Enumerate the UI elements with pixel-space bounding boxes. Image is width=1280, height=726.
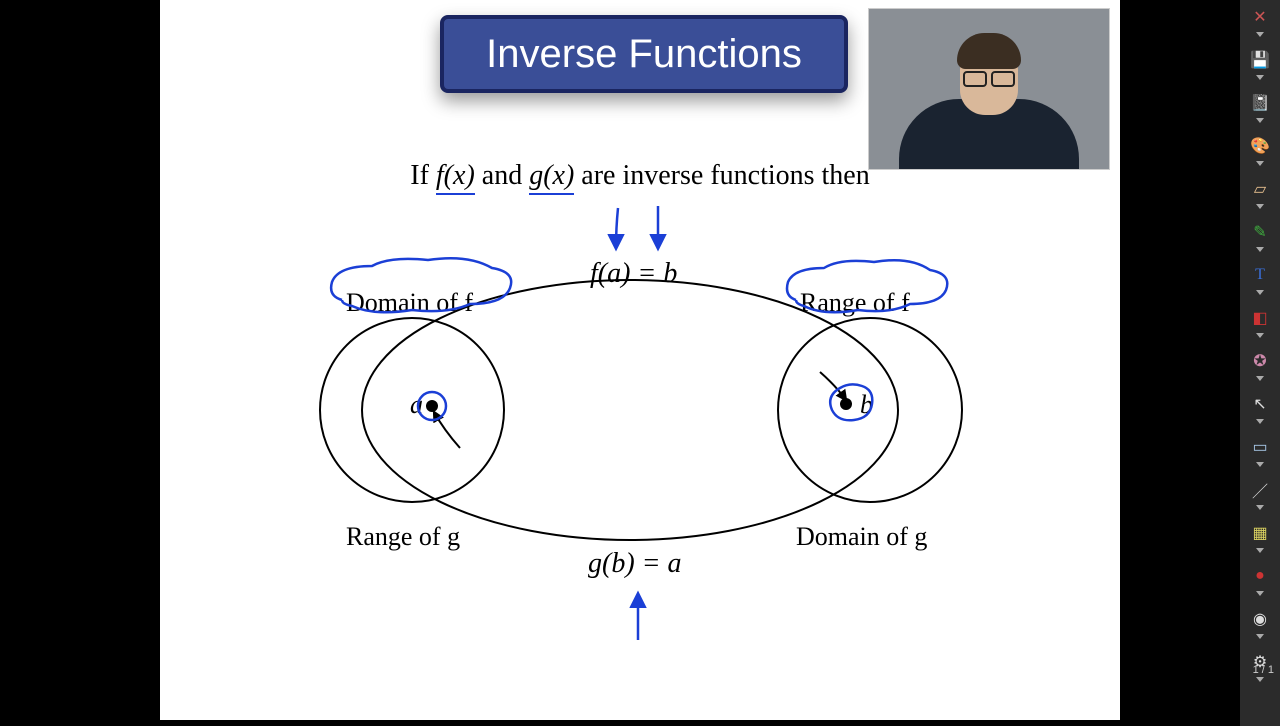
chevron-down-icon[interactable]: [1256, 333, 1264, 338]
eraser-icon[interactable]: ▱: [1249, 178, 1271, 200]
chevron-down-icon[interactable]: [1256, 548, 1264, 553]
text: If: [410, 160, 436, 191]
save-icon[interactable]: 💾: [1249, 49, 1271, 71]
point-b-label: b: [860, 390, 873, 420]
label-range-g: Range of g: [346, 522, 460, 552]
chevron-down-icon[interactable]: [1256, 419, 1264, 424]
equation-bottom: g(b) = a: [588, 548, 682, 580]
chevron-down-icon[interactable]: [1256, 32, 1264, 37]
close-icon[interactable]: ✕: [1249, 6, 1271, 28]
label-range-f: Range of f: [800, 288, 910, 318]
label-domain-f: Domain of f: [346, 288, 473, 318]
chevron-down-icon[interactable]: [1256, 591, 1264, 596]
chevron-down-icon[interactable]: [1256, 634, 1264, 639]
chevron-down-icon[interactable]: [1256, 462, 1264, 467]
chevron-down-icon[interactable]: [1256, 505, 1264, 510]
gx-term: g(x): [529, 160, 574, 195]
presenter-video: [868, 8, 1110, 170]
text: are inverse functions then: [574, 160, 869, 191]
webcam-icon[interactable]: ◉: [1249, 608, 1271, 630]
equation-top: f(a) = b: [590, 258, 677, 290]
record-icon[interactable]: ●: [1249, 565, 1271, 587]
chevron-down-icon[interactable]: [1256, 204, 1264, 209]
chevron-down-icon[interactable]: [1256, 75, 1264, 80]
pen-icon[interactable]: ✎: [1249, 221, 1271, 243]
text-icon[interactable]: T: [1249, 264, 1271, 286]
stamp-icon[interactable]: ✪: [1249, 350, 1271, 372]
card-icon[interactable]: ▭: [1249, 436, 1271, 458]
definition-sentence: If f(x) and g(x) are inverse functions t…: [160, 160, 1120, 192]
tool-toolbar: ✕💾📓🎨▱✎T◧✪↖▭／▦●◉⚙: [1240, 0, 1280, 726]
fx-term: f(x): [436, 160, 475, 195]
book-icon[interactable]: 📓: [1249, 92, 1271, 114]
chevron-down-icon[interactable]: [1256, 376, 1264, 381]
shape-icon[interactable]: ◧: [1249, 307, 1271, 329]
pointer-icon[interactable]: ↖: [1249, 393, 1271, 415]
chevron-down-icon[interactable]: [1256, 118, 1264, 123]
chevron-down-icon[interactable]: [1256, 290, 1264, 295]
chevron-down-icon[interactable]: [1256, 161, 1264, 166]
title-banner: Inverse Functions: [440, 15, 848, 93]
label-domain-g: Domain of g: [796, 522, 927, 552]
grid-icon[interactable]: ▦: [1249, 522, 1271, 544]
chevron-down-icon[interactable]: [1256, 677, 1264, 682]
title-text: Inverse Functions: [486, 32, 802, 77]
wand-icon[interactable]: ／: [1249, 479, 1271, 501]
text: and: [475, 160, 529, 191]
whiteboard-stage: Inverse Functions If f(x) and g(x) are i…: [160, 0, 1120, 720]
palette-icon[interactable]: 🎨: [1249, 135, 1271, 157]
page-indicator: 1 / 1: [1253, 664, 1274, 676]
point-a-label: a: [410, 390, 423, 420]
chevron-down-icon[interactable]: [1256, 247, 1264, 252]
